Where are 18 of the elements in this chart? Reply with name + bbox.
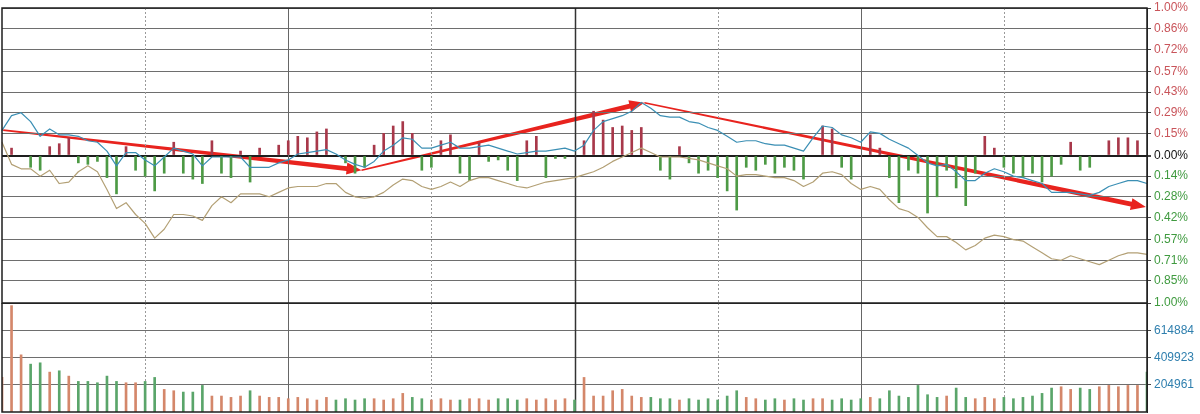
y-tick-label: 1.00% <box>1154 0 1189 15</box>
y-tick-label: 204961 <box>1154 377 1195 392</box>
y-tick-label: 0.85% <box>1154 273 1189 288</box>
y-tick-label: 614884 <box>1154 322 1195 337</box>
y-tick-label: 0.43% <box>1154 84 1189 99</box>
y-tick-label: 0.57% <box>1154 63 1189 78</box>
y-tick-label: 0.42% <box>1154 209 1189 224</box>
y-tick-label: 1.00% <box>1154 295 1189 310</box>
y-tick-label: 0.14% <box>1154 168 1189 183</box>
y-tick-label: 0.71% <box>1154 252 1189 267</box>
y-tick-label: 0.15% <box>1154 125 1189 140</box>
y-tick-label: 0.29% <box>1154 105 1189 120</box>
y-tick-label: 0.00% <box>1154 147 1189 162</box>
y-tick-label: 0.72% <box>1154 41 1189 56</box>
y-tick-label: 0.57% <box>1154 231 1189 246</box>
y-tick-label: 409923 <box>1154 349 1195 364</box>
y-tick-label: 0.86% <box>1154 20 1189 35</box>
y-tick-label: 0.28% <box>1154 189 1189 204</box>
